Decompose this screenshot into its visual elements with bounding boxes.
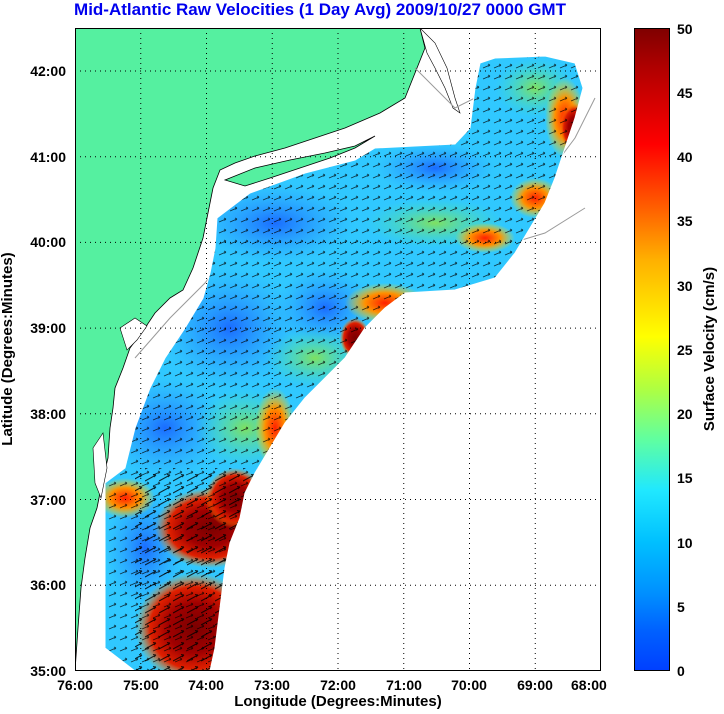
colorbar-tick: 40 — [677, 149, 693, 165]
delaware-bay — [119, 317, 148, 351]
x-axis-label: Longitude (Degrees:Minutes) — [234, 693, 442, 710]
colorbar-tick: 15 — [677, 470, 693, 486]
y-tick: 36:00 — [30, 577, 66, 593]
x-tick: 76:00 — [57, 677, 93, 693]
chesapeake-bay — [92, 432, 108, 500]
colorbar-label: Surface Velocity (cm/s) — [701, 266, 718, 432]
x-tick: 74:00 — [188, 677, 224, 693]
x-tick: 75:00 — [123, 677, 159, 693]
land-mass — [75, 28, 426, 671]
colorbar — [634, 28, 670, 671]
colorbar-tick: 35 — [677, 213, 693, 229]
colorbar-tick: 5 — [677, 599, 685, 615]
x-tick: 70:00 — [451, 677, 487, 693]
colorbar-tick: 45 — [677, 85, 693, 101]
y-axis-label: Latitude (Degrees:Minutes) — [0, 252, 16, 446]
velocity-map[interactable] — [75, 28, 601, 671]
x-tick: 68:00 — [571, 677, 607, 693]
long-island — [223, 135, 376, 187]
y-tick: 39:00 — [30, 320, 66, 336]
y-tick: 41:00 — [30, 149, 66, 165]
y-tick: 35:00 — [30, 663, 66, 679]
colorbar-tick: 30 — [677, 278, 693, 294]
colorbar-tick: 0 — [677, 663, 685, 679]
colorbar-tick: 50 — [677, 21, 693, 37]
y-tick: 37:00 — [30, 492, 66, 508]
colorbar-tick: 10 — [677, 535, 693, 551]
x-tick: 71:00 — [386, 677, 422, 693]
x-tick: 69:00 — [517, 677, 553, 693]
y-tick: 40:00 — [30, 234, 66, 250]
y-tick: 38:00 — [30, 406, 66, 422]
y-tick: 42:00 — [30, 63, 66, 79]
colorbar-tick: 20 — [677, 406, 693, 422]
colorbar-tick: 25 — [677, 342, 693, 358]
x-tick: 73:00 — [254, 677, 290, 693]
x-tick: 72:00 — [320, 677, 356, 693]
map-title: Mid-Atlantic Raw Velocities (1 Day Avg) … — [74, 0, 566, 19]
